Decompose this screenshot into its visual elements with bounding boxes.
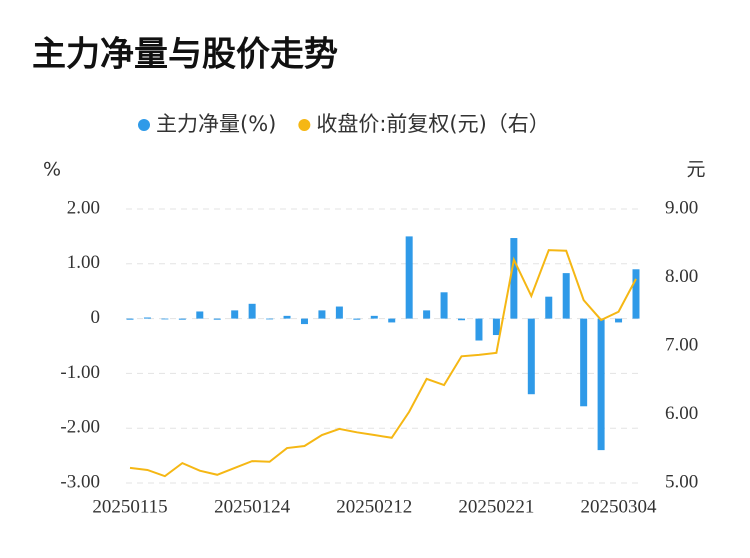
bar: [492, 318, 500, 336]
legend-marker: [138, 119, 150, 131]
y2-tick-label: 6.00: [665, 403, 698, 424]
y2-tick-label: 7.00: [665, 334, 698, 355]
legend-label: 收盘价:前复权(元)（右）: [316, 112, 549, 136]
y-tick-label: -3.00: [60, 471, 100, 492]
bar: [161, 318, 169, 320]
bar: [318, 310, 326, 319]
bar: [143, 317, 151, 319]
bar: [388, 318, 396, 323]
bar: [196, 311, 204, 319]
bar: [126, 318, 134, 320]
bar: [510, 238, 518, 319]
x-tick-label: 20250304: [581, 496, 658, 517]
bar: [283, 315, 291, 319]
x-tick-label: 20250212: [336, 496, 412, 517]
bar: [615, 318, 623, 323]
bar: [423, 310, 431, 319]
bar: [213, 318, 221, 320]
bar: [527, 318, 535, 395]
bar: [231, 310, 239, 319]
bar: [440, 292, 448, 319]
bar: [562, 273, 570, 319]
y2-tick-label: 8.00: [665, 266, 698, 287]
chart-title: 主力净量与股价走势: [32, 35, 338, 75]
y-tick-label: 1.00: [67, 252, 100, 273]
bar: [335, 306, 343, 319]
bar: [405, 236, 413, 319]
bar: [458, 318, 466, 321]
bar: [475, 318, 483, 341]
bar: [632, 269, 640, 319]
y2-axis-label: 元: [686, 159, 705, 181]
x-tick-label: 20250115: [92, 496, 167, 517]
bar: [248, 303, 256, 319]
y-tick-label: 2.00: [67, 197, 100, 218]
y-tick-label: 0: [91, 307, 101, 328]
y-axis-label: %: [43, 159, 61, 181]
bar: [597, 318, 605, 451]
y2-tick-label: 5.00: [665, 471, 698, 492]
bar: [370, 315, 378, 319]
bar: [353, 318, 361, 320]
legend-label: 主力净量(%): [156, 112, 276, 136]
x-tick-label: 20250221: [458, 496, 534, 517]
bar: [266, 318, 274, 320]
y-tick-label: -1.00: [60, 362, 100, 383]
x-tick-label: 20250124: [214, 496, 291, 517]
bar: [545, 296, 553, 319]
bar: [580, 318, 588, 407]
y2-tick-label: 9.00: [665, 197, 698, 218]
bar: [178, 318, 186, 320]
y-tick-label: -2.00: [60, 417, 100, 438]
legend-marker: [298, 119, 311, 131]
price-line: [129, 249, 637, 478]
bar: [300, 318, 308, 325]
